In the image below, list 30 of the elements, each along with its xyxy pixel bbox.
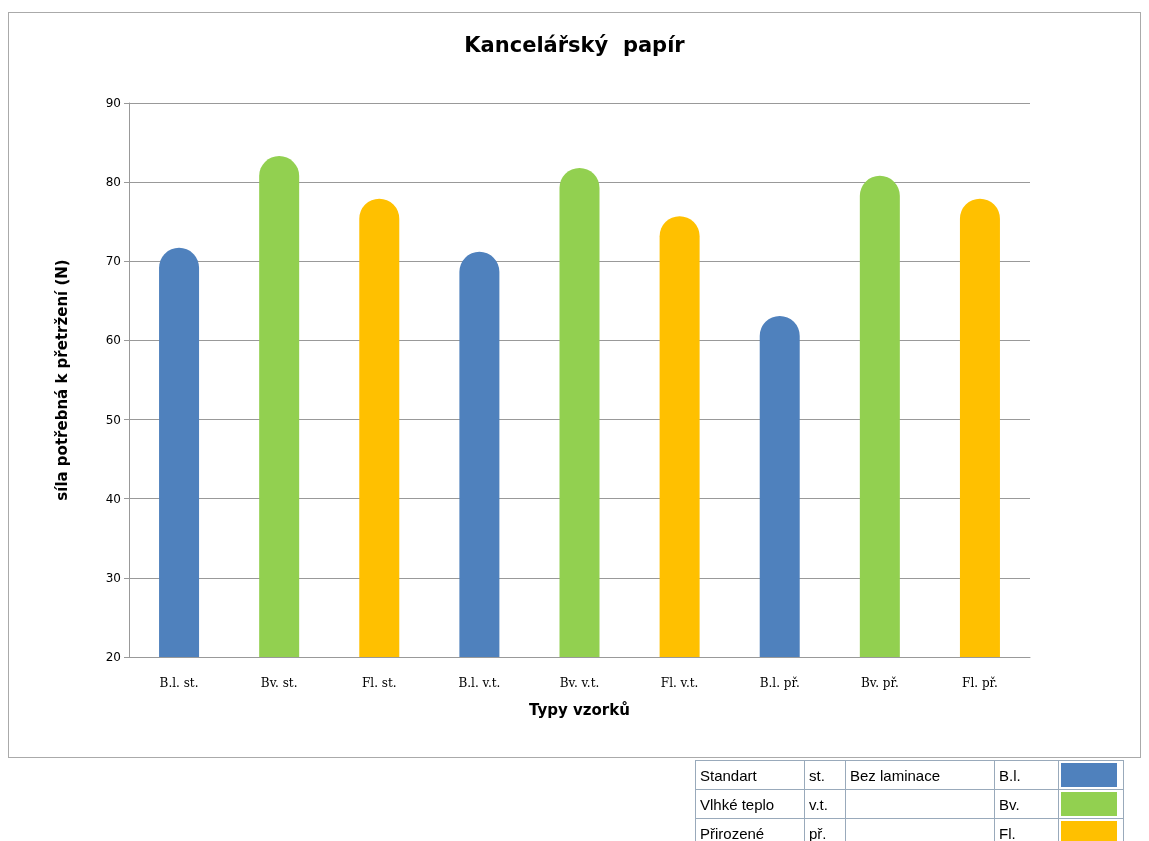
x-tick-label: Bv. v.t.: [559, 676, 600, 690]
x-tick-label: B.l. př.: [759, 676, 800, 690]
text: B.l.: [994, 760, 1059, 790]
text: Fl.: [994, 818, 1059, 841]
text: př.: [804, 818, 846, 841]
text: Přirozené: [695, 818, 805, 841]
text: st.: [804, 760, 846, 790]
y-tick-label: 40: [105, 491, 121, 506]
y-tick-label: 30: [105, 570, 121, 585]
y-tick-label: 80: [105, 175, 121, 190]
x-tick-label: Bv. př.: [860, 676, 899, 690]
text: Standart: [695, 760, 805, 790]
text: Vlhké teplo: [695, 789, 805, 819]
text: Bv.: [994, 789, 1059, 819]
x-tick-label: B.l. v.t.: [458, 676, 501, 690]
y-tick-label: 60: [105, 333, 121, 348]
y-tick-label: 70: [105, 254, 121, 269]
x-axis-title: Typy vzorků: [529, 700, 630, 719]
y-tick-label: 90: [105, 96, 121, 110]
x-tick-label: B.l. st.: [159, 676, 199, 690]
text: v.t.: [804, 789, 846, 819]
x-tick-label: Bv. st.: [260, 676, 298, 690]
x-tick-label: Fl. př.: [962, 676, 998, 690]
text: Bez laminace: [845, 760, 995, 790]
chart-title: Kancelářský papír: [464, 32, 686, 57]
y-axis-title: síla potřebná k přetržení (N): [52, 259, 71, 501]
x-tick-label: Fl. st.: [361, 676, 397, 690]
x-tick-label: Fl. v.t.: [660, 676, 699, 690]
y-tick-label: 50: [105, 412, 121, 427]
y-tick-label: 20: [105, 650, 121, 664]
